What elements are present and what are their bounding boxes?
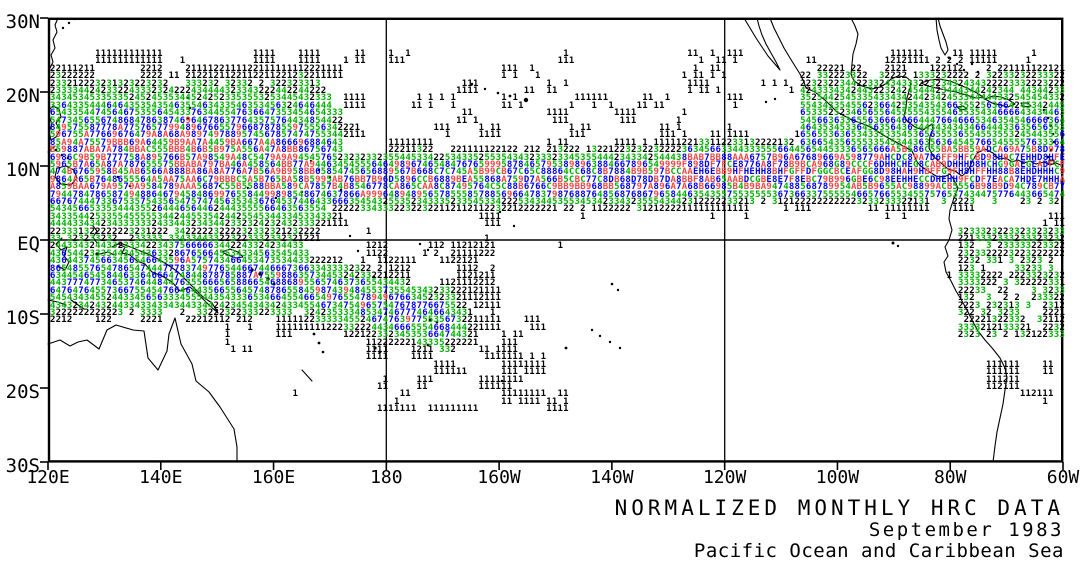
field-row: 2212 122 2221 22212112 212 1111122333334…: [50, 315, 1066, 326]
gridlines: [48, 18, 1063, 462]
x-axis-label: 60W: [1046, 467, 1080, 488]
field-row: 474B6765958B45AB6566A888BA86A8A776A7B56A…: [50, 167, 1066, 178]
field-row: 8654855765478654744477783749776544667446…: [50, 263, 1054, 274]
field-row: 4444334342343333332433443234344233232423…: [50, 219, 1066, 230]
field-row: 4365442333544345436332867656645534334563…: [50, 248, 1066, 259]
field-row: 3364335444646435354354635546343354635345…: [50, 100, 1066, 111]
field-row: 3222222222223 2 3333 2 33222322333223333…: [50, 308, 1066, 318]
x-axis-label: 160W: [477, 467, 521, 488]
field-row: 6476476455736675545476646443566556457487…: [50, 285, 1066, 296]
field-row: 1 111 11111111 111211: [382, 374, 1020, 385]
x-axis-label: 100W: [815, 467, 860, 488]
y-axis-label: 20S: [5, 381, 40, 403]
field-row: 5965B7A65A87A787655575BBABA797BA46A45856…: [50, 160, 1066, 170]
axis-ticks: [40, 17, 1064, 470]
field-row: 1111 11111111 111111 11: [433, 359, 1054, 370]
y-axis-label: 20N: [5, 85, 40, 107]
field-row: 3434534533533524524535344524252335355325…: [50, 93, 1066, 104]
x-axis-label: 80W: [933, 467, 967, 488]
field-row: 4343234243244334334334344334424234543434…: [50, 300, 1066, 311]
x-axis-label: 160E: [251, 467, 296, 488]
field-row: 223331322222223231222 342222232222323323…: [50, 226, 1066, 237]
chart-title: NORMALIZED MONTHLY HRC DATA: [614, 496, 1064, 520]
y-axis-label: 30N: [5, 11, 40, 33]
coastlines: [47, 17, 1064, 463]
field-row: 85A94A75579BBB69A64459B9AA7A4459BA667A4A…: [50, 137, 1066, 148]
x-axis-label: 140E: [139, 467, 183, 488]
title-block: NORMALIZED MONTHLY HRC DATA September 19…: [615, 497, 1064, 562]
x-axis-label: 120W: [702, 467, 747, 488]
field-row: 11 11 111111 112111: [377, 382, 1020, 392]
field-row: 5454343455244334565633345554435433365346…: [50, 293, 1066, 304]
x-axis-label: 120E: [26, 467, 70, 488]
field-row: 23222222 2222 11 21221211221122112212322…: [50, 71, 1066, 82]
field-row: 5473456556748684786387469646786377643575…: [50, 115, 1066, 126]
field-row: 2443343244332333422343756666634422433242…: [50, 241, 1066, 252]
field-row: 1 11 11111111 11 112111: [292, 389, 1054, 400]
field-row: B59887ABA7A784BBAC555BBB4B6B5B975A556A47…: [50, 145, 1066, 156]
y-axis-label: 30S: [5, 455, 40, 477]
chart-subtitle-date: September 1983: [868, 519, 1064, 541]
y-axis-label: 10S: [5, 307, 40, 329]
field-row: 6676744473367535754356547574745635343676…: [50, 197, 1060, 207]
x-axis-label: 180: [370, 467, 403, 488]
y-axis-label: EQ: [17, 233, 40, 255]
field-row: 111111111111 1111 1111 11 1 1 1 11 1 111…: [95, 49, 1037, 59]
field-row: 6986C9B59B777758A895766B57A98549A48C5479…: [50, 152, 1066, 163]
field-row: 2333344242332243332324222434444323343222…: [50, 86, 1066, 96]
field-row: 5434566533534443552644465644624443555566…: [50, 204, 975, 215]
field-row: 7944784786587494886467945848699765584499…: [50, 189, 1066, 200]
field-row: 6543354474564675355645433763445547636647…: [50, 108, 1066, 119]
field-row: 849575587778A775765779948967665579668787…: [50, 123, 1066, 133]
island-dots: [54, 17, 1056, 383]
field-row: 22111211 2212 21111221111221111111122211…: [50, 63, 1066, 74]
field-row: 1 1 111111111222332224434666555466844422…: [224, 322, 1066, 333]
field-row: 33 323233232 233333 33433443322322333233…: [50, 234, 1066, 244]
chart-subtitle-region: Pacific Ocean and Caribbean Sea: [693, 540, 1064, 562]
field-row: A859BAA679A9579A9584789AAA5687C55B5588BB…: [50, 182, 1066, 193]
field-row: 9864A65B7648655564A5AA75AA6C79BBBC5A5B76…: [50, 174, 1066, 185]
map-border: [47, 17, 1064, 463]
field-row: 233212223231323223232 333232 32332 2 322…: [50, 78, 1066, 89]
field-row: 1 11222222143335222221 111: [224, 337, 519, 348]
field-row: 111111111111 1 1111 1111 1 11 111 111 1 …: [95, 56, 1032, 67]
field-row: 111111 111 1111 111111 11: [433, 367, 1054, 378]
field-row: 1111 1111 1111111 1 1: [365, 352, 547, 363]
field-row: 3433544253355455555344244553542442554534…: [50, 211, 1066, 222]
field-row: 1 111 122122332345353664744321 1 11 2323…: [224, 330, 1066, 341]
y-axis-label: 10N: [5, 159, 40, 181]
field-row: 1111111 111111111 1111: [377, 404, 569, 415]
field-row: 1 11 1111 1211 332 11 1111: [230, 345, 519, 355]
x-axis-label: 140W: [590, 467, 634, 488]
field-row: 436443745663456546643596A575743466453473…: [50, 256, 1054, 267]
field-row: 634454654584463364666474844878785887A755…: [50, 271, 1066, 281]
field-row: 1 11 1111 11 1 1: [393, 396, 1049, 407]
field-row: 4437774773465374644844763556665658866546…: [50, 278, 1066, 289]
field-row: 596755A77669676479A8A68A9897497889574567…: [50, 130, 1066, 141]
